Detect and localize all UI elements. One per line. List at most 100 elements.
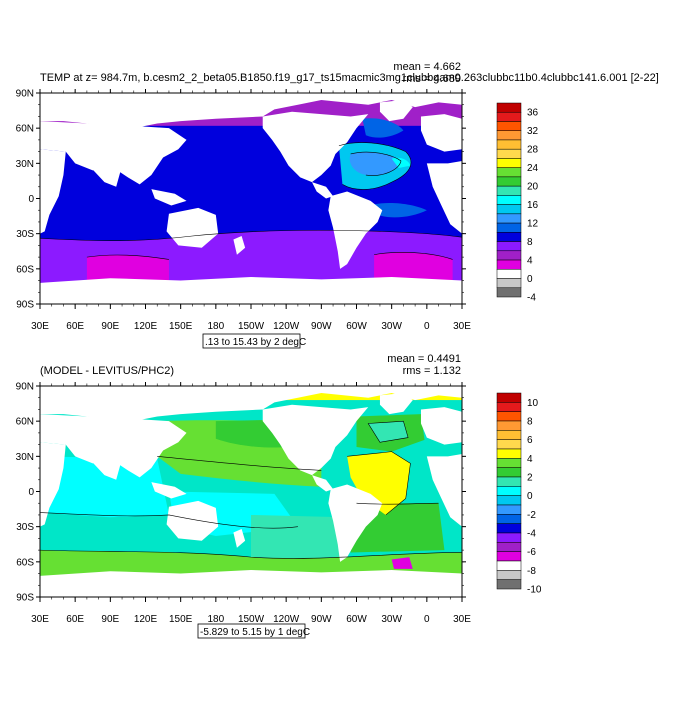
colorbar-swatch [496,486,522,496]
lon-tick-label: 30W [381,321,402,332]
axis-ticks: 90N 60N 30N 0 30S 60S 90S 30E 60E 90E 120E 150E 180 1… [16,382,472,626]
contour-info: .13 to 15.43 by 2 degC [205,337,306,348]
mean-stat: mean = 0.4491 [387,353,461,365]
colorbar-label: -8 [527,566,536,577]
contour-lines [40,142,462,260]
lon-tick-label: 180 [207,614,224,625]
colorbar-swatch [496,551,522,562]
contour-lines [40,420,462,559]
lat-tick-label: 30N [16,159,34,170]
colorbar: 10 8 6 4 2 0 -2 -4 -6 -8 -10 [496,392,542,596]
colorbar-swatch [496,139,522,150]
colorbar-swatch [496,560,522,571]
colorbar-swatch [496,504,522,515]
colorbar-swatch [496,241,522,252]
lon-tick-label: 150W [238,321,265,332]
contour-info-box [197,623,306,639]
lon-tick-label: 30E [31,321,49,332]
rms-stat: rms = 4.689 [403,73,461,85]
colorbar-swatch [496,532,522,543]
colorbar-swatch [496,458,522,468]
colorbar-swatch [496,176,522,187]
colorbar-swatch [496,195,522,205]
mean-stat: mean = 4.662 [393,61,461,73]
colorbar-label: 8 [527,237,533,248]
colorbar-swatch [496,476,522,487]
colorbar-swatch [496,278,522,289]
lon-tick-label: 120E [134,321,158,332]
colorbar-label: 0 [527,274,533,285]
colorbar-label: 0 [527,491,533,502]
southern-ocean-positive [40,550,462,576]
lat-tick-label: 90N [16,382,34,393]
colorbar-label: 6 [527,435,533,446]
lat-tick-label: 60S [16,264,34,275]
colorbar-swatch [496,222,522,233]
lat-tick-label: 60N [16,417,34,428]
land-masks [40,93,462,304]
colorbar-swatch [496,148,522,159]
colorbar-swatch [496,495,522,506]
colorbar-swatch [496,523,522,534]
colorbar-label: -4 [527,529,536,540]
colorbar: 36 32 28 24 20 16 12 8 4 0 -4 [496,102,539,304]
lon-tick-label: 120W [273,614,300,625]
mediterranean-outflow [391,157,411,169]
colorbar-swatch [496,250,522,261]
lon-tick-label: 90W [311,614,332,625]
colorbar-swatch [496,570,522,580]
colorbar-swatch [496,204,522,215]
colorbar-label: -6 [527,547,536,558]
north-atlantic-positive [347,451,411,515]
lon-tick-label: 30E [31,614,49,625]
axis-ticks: 90N 60N 30N 0 30S 60S 90S 30E 60E 90E 120E 150E 180 1… [16,89,472,333]
lon-tick-label: 30W [381,614,402,625]
lon-tick-label: 60E [66,614,84,625]
colorbar-label: 2 [527,473,533,484]
colorbar-label: 12 [527,219,539,230]
lon-tick-label: 90E [101,321,119,332]
subpolar-gyre [362,118,404,138]
colorbar-swatch [496,259,522,270]
colorbar-label: 16 [527,200,539,211]
lon-tick-label: 150E [169,321,193,332]
colorbar-label: 32 [527,126,539,137]
colorbar-label: 4 [527,454,533,465]
colorbar-swatch [496,542,522,552]
colorbar-swatch [496,514,522,524]
colorbar-swatch [496,430,522,440]
colorbar-label: 20 [527,182,539,193]
colorbar-swatch [496,448,522,459]
ross-sea-patch [86,255,169,281]
lon-tick-label: 60W [346,614,367,625]
colorbar-label: 28 [527,145,539,156]
rms-stat: rms = 1.132 [403,365,461,377]
colorbar-swatch [496,111,522,122]
colorbar-swatch [496,402,522,412]
colorbar-swatch [496,167,522,178]
lon-tick-label: 60W [346,321,367,332]
panel-title: (MODEL - LEVITUS/PHC2) [40,365,174,377]
panel-title: TEMP at z= 984.7m, b.cesm2_2_beta05.B185… [40,72,659,84]
south-atlantic-patch [374,202,427,218]
panel-model-minus-levitus: (MODEL - LEVITUS/PHC2) mean = 0.4491 rms… [16,353,542,639]
weddell-sea-patch [374,252,453,281]
colorbar-swatch [496,130,522,141]
panel-absolute-temperature: TEMP at z= 984.7m, b.cesm2_2_beta05.B185… [16,61,659,349]
lon-tick-label: 120E [134,614,158,625]
colorbar-label: 10 [527,398,539,409]
colorbar-swatch [496,121,522,131]
map-plot [40,386,462,597]
lat-tick-label: 0 [28,487,34,498]
lon-tick-label: 0 [424,614,430,625]
colorbar-label: 8 [527,417,533,428]
colorbar-swatch [496,411,522,422]
lon-tick-label: 30E [453,614,471,625]
colorbar-label: -10 [527,585,542,596]
colorbar-swatch [496,269,522,279]
lat-tick-label: 30S [16,229,34,240]
colorbar-swatch [496,467,522,478]
colorbar-swatch [496,102,522,113]
lat-tick-label: 90N [16,89,34,100]
